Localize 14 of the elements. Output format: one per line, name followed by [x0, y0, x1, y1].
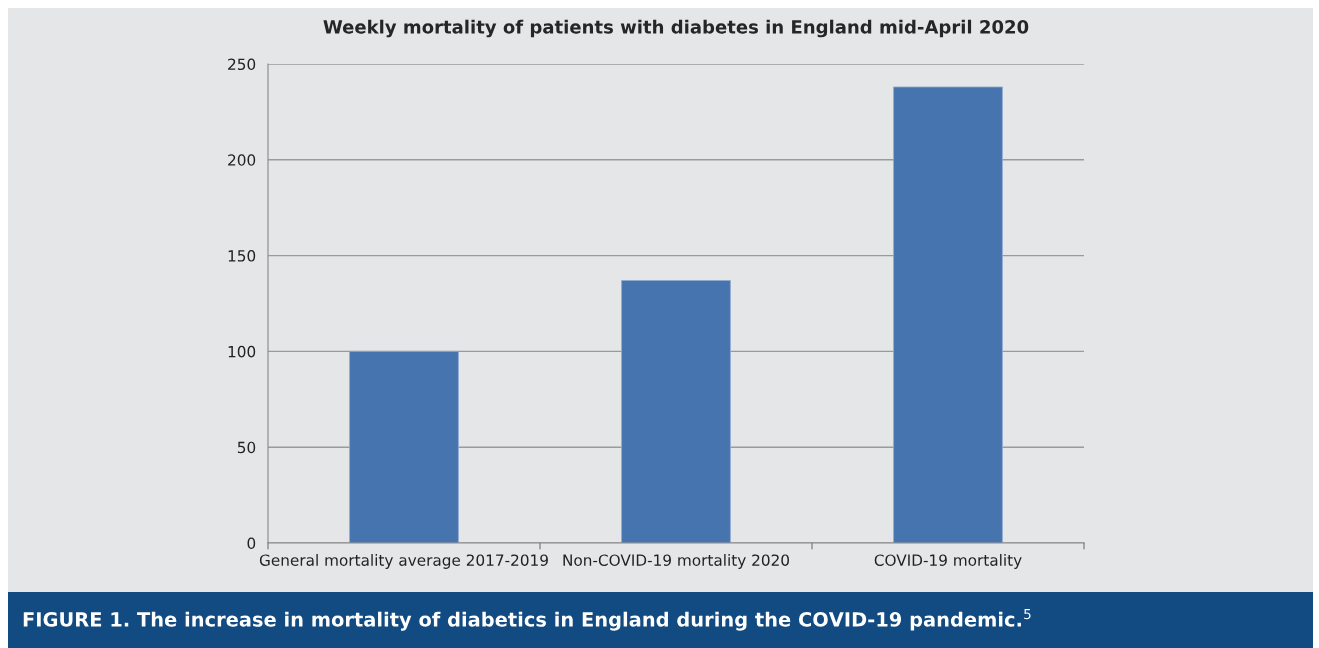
bar: [621, 280, 731, 543]
bar: [349, 350, 459, 543]
caption: FIGURE 1. The increase in mortality of diabetics in England during the COVID-19 pandemic.$^{5}$: [23, 609, 1031, 631]
y-tick-label: 200: [228, 154, 256, 166]
y-tick-label: 100: [228, 345, 256, 358]
y-tick-label: 0: [247, 537, 256, 550]
y-tick-label: 50: [237, 441, 256, 454]
y-tick-label: 250: [228, 58, 256, 71]
x-tick-label: Non-COVID-19 mortality 2020: [563, 554, 790, 569]
x-tick-label: General mortality average 2017-2019: [259, 554, 548, 569]
y-tick-label: 150: [228, 250, 256, 262]
chart-title: Weekly mortality of patients with diabetes in England mid-April 2020: [323, 19, 1029, 38]
bar: [893, 86, 1003, 543]
x-tick-label: COVID-19 mortality: [874, 554, 1022, 569]
